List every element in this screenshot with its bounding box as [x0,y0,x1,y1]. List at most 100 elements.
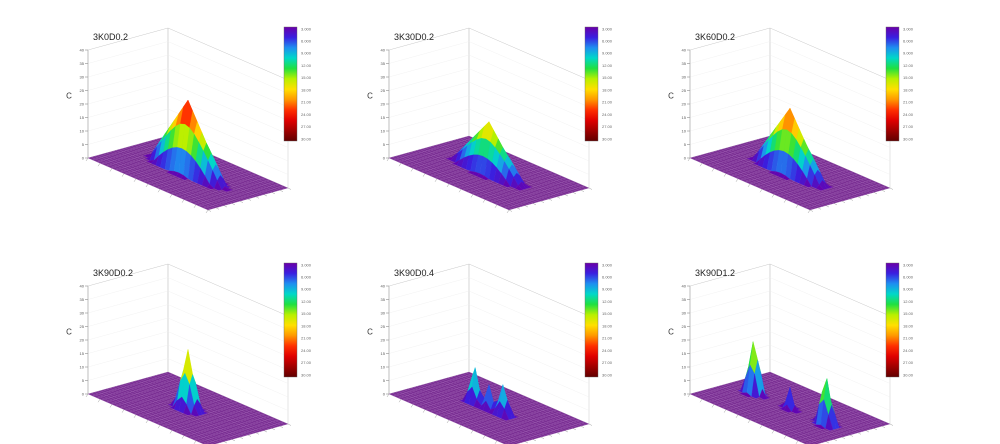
z-tick-label: 40 [80,284,85,289]
z-tick-label: 10 [381,129,386,134]
x-tick [386,157,390,162]
y-tick [564,194,569,197]
y-tick [881,190,886,192]
z-tick-label: 30 [80,75,85,80]
colorbar-tick-label: 12.00 [903,299,914,304]
x-tick [783,435,787,439]
x-tick [109,404,113,408]
x-tick [410,404,414,408]
wall-gridline [87,41,289,94]
wall-gridline [87,317,289,371]
z-tick-label: 15 [381,115,386,120]
y-tick [580,426,585,428]
z-tick-label: 5 [383,378,386,383]
wall-gridline [87,344,289,398]
x-tick [434,414,438,418]
z-tick-label: 0 [684,392,687,397]
y-tick [263,194,268,197]
x-tick [422,409,426,413]
z-tick-label: 5 [383,142,386,147]
y-tick [881,426,886,428]
wall-gridline [388,95,590,148]
wall-gridline [388,277,590,330]
x-tick [494,204,498,208]
colorbar-tick-label: 9.000 [903,287,914,292]
colorbar-tick-label: 15.00 [301,311,312,316]
z-tick-label: 10 [381,365,386,370]
colorbar-tick-label: 30.00 [602,372,613,377]
colorbar-tick-label: 24.00 [903,112,914,117]
y-tick [540,437,545,439]
surface-cell [203,207,212,211]
colorbar-tick-label: 3.000 [301,26,312,31]
y-tick [588,187,593,190]
y-tick [580,190,585,192]
y-tick [263,430,268,433]
colorbar-tick-label: 18.00 [301,323,312,328]
z-tick-label: 5 [684,142,687,147]
z-tick-label: 40 [381,48,386,53]
wall-gridline [388,68,590,121]
colorbar-tick-label: 9.000 [602,51,613,56]
colorbar-tick-label: 27.00 [602,124,613,129]
x-tick [398,399,402,403]
z-tick-label: 40 [80,48,85,53]
colorbar-tick-label: 24.00 [301,112,312,117]
x-tick [747,419,751,424]
x-tick [145,419,149,424]
y-tick [865,430,870,433]
wall-gridline [388,81,590,135]
x-tick [410,168,414,172]
panel-title: 3K0D0.2 [93,32,128,42]
x-tick [458,189,462,193]
y-tick [873,428,878,431]
wall-gridline [388,331,590,384]
y-tick [255,432,260,435]
x-tick [771,194,775,198]
surface [388,367,590,444]
panel-title: 3K90D0.2 [93,268,133,278]
x-tick [157,425,161,429]
colorbar-tick-label: 3.000 [903,26,914,31]
colorbar-tick-label: 30.00 [903,372,914,377]
y-tick [841,201,846,203]
y-tick [564,430,569,433]
z-tick-label: 0 [383,392,386,397]
y-tick [572,192,577,195]
surface-panel: 0 5 10 15 20 25 30 35 40 C 3K90D0.4 3.000 6.000 9.000… [367,262,613,444]
wall-gridline [87,122,289,175]
x-tick [422,173,426,177]
z-tick-label: 30 [682,75,687,80]
z-tick-label: 10 [682,365,687,370]
z-tick-label: 20 [80,102,85,107]
x-tick [205,209,209,214]
colorbar-tick-label: 3.000 [602,26,613,31]
colorbar-tick-label: 12.00 [301,299,312,304]
colorbar-tick-label: 6.000 [903,275,914,280]
colorbar-tick-label: 6.000 [301,275,312,280]
colorbar-tick-label: 12.00 [301,63,312,68]
x-tick [133,414,137,418]
z-tick-label: 30 [682,311,687,316]
wall-gridline [87,68,289,121]
z-tick-label: 10 [682,129,687,134]
wall-gridline [689,95,891,148]
colorbar [584,26,599,142]
y-tick [817,207,822,210]
x-tick [699,399,703,403]
y-tick [532,203,537,206]
z-axis-label: C [367,328,373,337]
colorbar-tick-label: 3.000 [602,262,613,267]
y-tick [231,203,236,206]
x-tick [759,425,763,429]
colorbar-tick-label: 24.00 [602,348,613,353]
y-tick [857,196,862,199]
x-tick [386,393,390,398]
y-tick [215,207,220,210]
x-tick [157,189,161,193]
z-axis-label: C [367,92,373,101]
x-tick [97,163,101,167]
z-tick-label: 25 [80,324,85,329]
y-tick [271,192,276,195]
